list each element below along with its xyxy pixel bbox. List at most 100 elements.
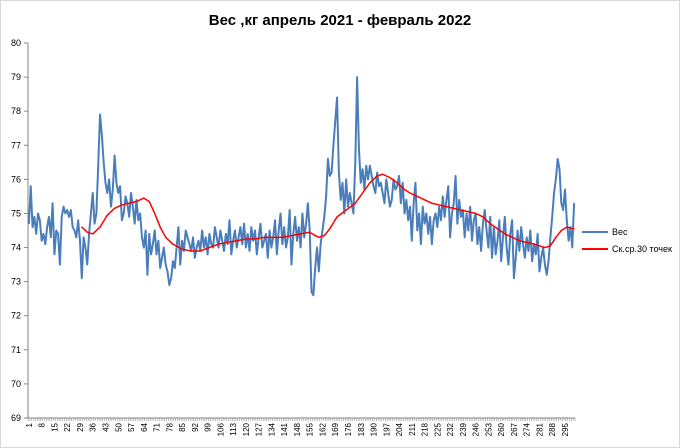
data-point (93, 223, 96, 225)
data-point (52, 202, 54, 204)
data-point (79, 240, 81, 242)
data-point (179, 263, 181, 266)
data-point (371, 175, 373, 177)
data-point (223, 250, 225, 252)
data-point (221, 240, 223, 242)
x-tick-label: 85 (178, 422, 187, 431)
data-point (504, 233, 506, 235)
data-point (511, 219, 513, 221)
data-point (227, 243, 229, 245)
x-tick-label: 15 (50, 422, 59, 431)
data-point (141, 236, 143, 238)
data-point (314, 267, 316, 269)
data-point (199, 250, 201, 252)
data-point (560, 229, 562, 232)
data-point (309, 231, 311, 233)
data-point (245, 238, 247, 240)
data-point (84, 246, 87, 249)
data-point (571, 246, 573, 249)
data-point (345, 178, 347, 180)
data-point (172, 260, 174, 262)
data-point (394, 188, 396, 191)
data-point (194, 257, 196, 259)
data-point (263, 236, 265, 238)
data-point (73, 229, 76, 232)
data-point (456, 223, 458, 225)
data-point (352, 212, 355, 215)
data-point (165, 263, 167, 266)
data-point (442, 195, 444, 198)
data-point (549, 236, 551, 238)
data-point (447, 185, 449, 187)
data-point (143, 197, 145, 199)
data-point (174, 267, 176, 269)
data-point (330, 171, 333, 174)
data-point (431, 243, 433, 245)
data-point (83, 236, 85, 238)
data-point (369, 182, 371, 184)
data-point (219, 229, 221, 232)
data-point (482, 223, 484, 225)
data-point (170, 277, 172, 279)
data-point (176, 246, 178, 249)
data-point (345, 209, 347, 211)
data-point (544, 263, 546, 266)
data-point (254, 229, 256, 232)
data-point (489, 223, 491, 225)
data-point (343, 212, 345, 215)
data-point (48, 216, 50, 218)
data-point (247, 233, 249, 235)
y-tick-label: 69 (11, 413, 21, 423)
y-tick-label: 78 (11, 106, 21, 116)
data-point (137, 219, 139, 221)
data-point (114, 154, 116, 157)
data-point (372, 185, 375, 187)
data-point (529, 229, 531, 232)
data-point (544, 246, 546, 249)
data-point (409, 206, 411, 208)
chart-legend: Вес Ск.ср.30 точек (582, 227, 672, 254)
x-tick-label: 127 (255, 422, 264, 436)
data-point (341, 182, 344, 184)
y-tick-label: 72 (11, 311, 21, 321)
data-point (121, 219, 123, 221)
data-point (405, 199, 407, 201)
y-tick-label: 80 (11, 38, 21, 48)
data-point (135, 199, 138, 201)
x-tick-label: 1 (25, 422, 34, 427)
data-point (143, 246, 145, 249)
data-point (564, 188, 566, 191)
data-point (316, 246, 318, 249)
data-point (217, 246, 220, 249)
data-point (267, 257, 269, 259)
data-point (391, 199, 393, 201)
data-point (214, 226, 216, 228)
data-point (212, 246, 214, 249)
data-point (374, 192, 376, 194)
data-point (358, 148, 360, 150)
data-point (496, 240, 499, 242)
data-point (491, 257, 493, 259)
data-point (560, 202, 562, 204)
data-point (285, 246, 287, 249)
data-point (338, 171, 340, 174)
data-point (402, 182, 404, 184)
data-point (537, 233, 539, 235)
x-tick-label: 22 (63, 422, 72, 431)
data-point (458, 199, 460, 201)
data-point (467, 229, 469, 232)
series-line-weight (27, 76, 576, 297)
data-point (433, 219, 435, 221)
data-point (314, 235, 316, 237)
data-point (90, 212, 92, 215)
data-point (123, 212, 125, 215)
data-point (487, 246, 489, 249)
data-point (323, 235, 325, 237)
data-point (329, 175, 331, 177)
data-point (110, 206, 112, 208)
data-point (283, 226, 285, 228)
data-point (41, 240, 43, 242)
data-point (498, 219, 500, 221)
data-point (454, 175, 457, 177)
data-point (132, 206, 134, 208)
